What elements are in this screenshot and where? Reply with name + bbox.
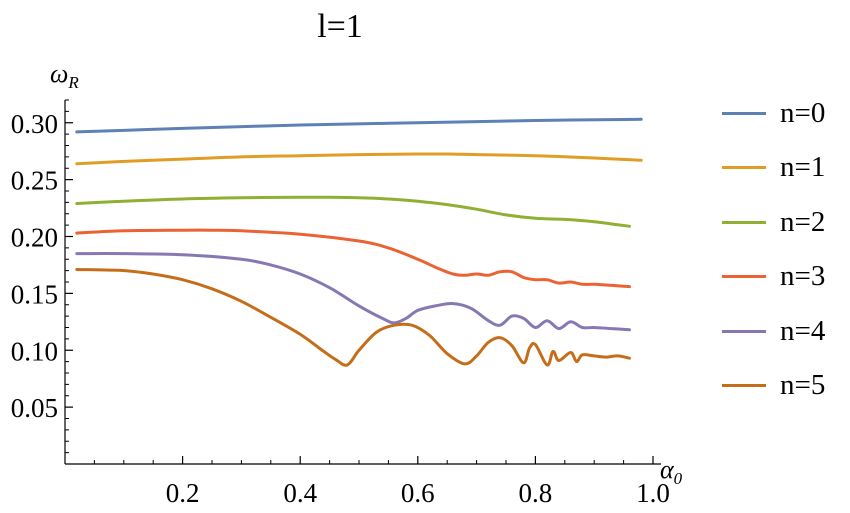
legend-swatch [722,275,766,279]
legend-swatch [722,220,766,224]
legend-swatch [722,329,766,333]
y-tick-label: 0.30 [11,109,58,139]
legend-label: n=5 [780,369,826,402]
legend-label: n=2 [780,205,826,238]
series-layer [75,117,643,367]
x-tick-label: 0.6 [401,478,435,508]
x-tick-label: 0.4 [283,478,317,508]
series-line-n=3 [75,228,631,289]
x-tick-label: 0.2 [166,478,200,508]
series-line-n=4 [75,252,631,332]
y-tick-label: 0.20 [11,223,58,253]
x-tick-label: 0.8 [519,478,553,508]
legend-swatch [722,111,766,115]
legend-item: n=4 [722,304,825,359]
legend-label: n=1 [780,151,826,184]
y-tick-label: 0.05 [11,393,58,423]
legend-swatch [722,384,766,388]
y-tick-label: 0.15 [11,279,58,309]
legend-label: n=4 [780,314,826,347]
series-line-n=2 [75,195,631,228]
legend-item: n=1 [722,141,825,196]
legend-item: n=5 [722,359,825,414]
x-axis-label: α0 [660,455,683,488]
series-line-n=1 [75,152,643,166]
legend: n=0 n=1 n=2 n=3 n=4 n=5 [722,86,825,413]
chart-title: l=1 [317,8,363,45]
y-axis-label: ωR [50,59,79,92]
ticks: 0.2 0.4 0.6 0.8 1.0 0.05 0.10 0.15 0.20 0.25 0.30 [11,99,670,508]
y-tick-label: 0.25 [11,166,58,196]
legend-item: n=3 [722,250,825,305]
y-tick-label: 0.10 [11,336,58,366]
legend-swatch [722,166,766,170]
series-line-n=0 [75,117,643,134]
x-tick-label: 1.0 [636,478,670,508]
legend-label: n=3 [780,260,826,293]
legend-item: n=2 [722,195,825,250]
legend-label: n=0 [780,96,826,129]
legend-item: n=0 [722,86,825,141]
series-line-n=5 [75,268,631,367]
